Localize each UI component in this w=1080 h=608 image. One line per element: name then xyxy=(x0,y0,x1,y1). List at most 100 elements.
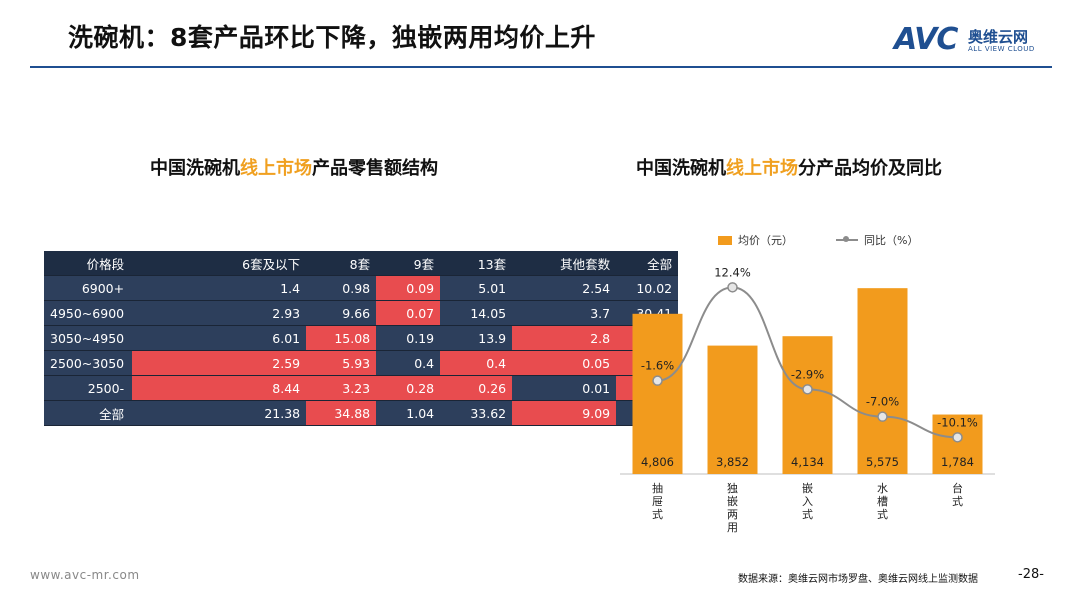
table-cell: 0.28 xyxy=(376,376,441,401)
table-cell: 0.4 xyxy=(376,351,441,376)
category-label-0: 屉 xyxy=(652,495,663,508)
table-cell: 0.07 xyxy=(376,301,441,326)
table-cell: 0.19 xyxy=(376,326,441,351)
header-cell: 8套 xyxy=(306,251,377,276)
line-point-0 xyxy=(652,375,663,386)
category-label-2: 式 xyxy=(802,508,813,521)
header-cell: 13套 xyxy=(440,251,513,276)
table-cell: 8.44 xyxy=(132,376,307,401)
category-label-3: 式 xyxy=(877,508,888,521)
category-label-1: 用 xyxy=(727,521,738,534)
table-cell: 0.05 xyxy=(512,351,617,376)
bar-label-4: 1,784 xyxy=(941,455,974,469)
table-cell: 34.88 xyxy=(306,401,377,426)
row-label: 3050~4950 xyxy=(44,326,133,351)
legend-bar-swatch xyxy=(718,235,732,245)
retail-structure-table: 价格段 6套及以下 8套 9套 13套 其他套数 全部 6900+ 1.4 0.98… xyxy=(44,251,679,426)
table-cell: 2.54 xyxy=(512,276,617,301)
page-title: 洗碗机：8套产品环比下降，独嵌两用均价上升 xyxy=(68,23,596,52)
table-cell: 5.01 xyxy=(440,276,513,301)
logo: AVC xyxy=(894,22,958,57)
table-cell: 9.66 xyxy=(306,301,377,326)
legend-line-swatch xyxy=(836,236,858,242)
category-label-3: 水 xyxy=(877,482,888,495)
table-cell: 14.05 xyxy=(440,301,513,326)
table-cell: 0.4 xyxy=(440,351,513,376)
header-cell: 价格段 xyxy=(44,251,133,276)
yoy-line xyxy=(657,286,958,439)
row-label: 4950~6900 xyxy=(44,301,133,326)
row-label: 全部 xyxy=(44,401,133,426)
category-label-1: 嵌 xyxy=(727,495,738,508)
price-chart: 4,806抽屉式3,852独嵌两用4,134嵌入式5,575水槽式1,784台式… xyxy=(620,265,995,534)
category-label-4: 台 xyxy=(952,481,963,495)
table-cell: 1.04 xyxy=(376,401,441,426)
table-cell: 2.93 xyxy=(132,301,307,326)
line-label-3: -7.0% xyxy=(866,395,899,409)
legend-line: 同比（%） xyxy=(836,232,918,248)
table-row: 6900+ 1.4 0.98 0.09 5.01 2.54 10.02 xyxy=(44,276,679,301)
table-cell: 2.59 xyxy=(132,351,307,376)
row-label: 6900+ xyxy=(44,276,133,301)
line-point-3 xyxy=(877,411,888,422)
category-label-1: 两 xyxy=(727,508,738,521)
row-label: 2500~3050 xyxy=(44,351,133,376)
table-cell: 2.8 xyxy=(512,326,617,351)
logo-en-text: ALL VIEW CLOUD xyxy=(968,45,1035,53)
header-cell: 6套及以下 xyxy=(132,251,307,276)
logo-cn-text: 奥维云网 xyxy=(968,28,1029,46)
bar-0 xyxy=(632,313,683,474)
bar-label-1: 3,852 xyxy=(716,455,749,469)
header-cell: 全部 xyxy=(616,251,679,276)
legend-bar: 均价（元） xyxy=(718,232,793,248)
header-cell: 其他套数 xyxy=(512,251,617,276)
table-cell: 9.09 xyxy=(512,401,617,426)
table-cell: 0.98 xyxy=(306,276,377,301)
line-label-2: -2.9% xyxy=(791,367,824,381)
table-body: 6900+ 1.4 0.98 0.09 5.01 2.54 10.02 4950~6900 2.… xyxy=(44,276,679,426)
table-cell: 0.01 xyxy=(512,376,617,401)
table-cell: 5.93 xyxy=(306,351,377,376)
page-number: -28- xyxy=(1018,567,1044,582)
table-cell: 1.4 xyxy=(132,276,307,301)
title-divider xyxy=(30,66,1052,68)
bar-1 xyxy=(707,345,758,474)
bar-2 xyxy=(782,336,833,474)
table-row: 2500-8.443.230.280.260.0112.22 xyxy=(44,376,679,401)
line-point-2 xyxy=(802,384,813,395)
table-cell: 0.26 xyxy=(440,376,513,401)
table-cell: 0.09 xyxy=(376,276,441,301)
category-label-0: 抽 xyxy=(652,481,663,495)
bar-3 xyxy=(857,288,908,474)
line-label-4: -10.1% xyxy=(937,415,978,429)
line-label-1: 12.4% xyxy=(714,265,751,279)
table-cell: 3.7 xyxy=(512,301,617,326)
table-title: 中国洗碗机线上市场产品零售额结构 xyxy=(150,158,438,179)
category-label-2: 嵌 xyxy=(802,482,813,495)
table-cell: 15.08 xyxy=(306,326,377,351)
website-url: www.avc-mr.com xyxy=(30,568,140,582)
category-label-4: 式 xyxy=(952,495,963,508)
data-source: 数据来源：奥维云网市场罗盘、奥维云网线上监测数据 xyxy=(738,574,978,585)
line-point-4 xyxy=(952,432,963,443)
bar-label-0: 4,806 xyxy=(641,455,674,469)
table-cell: 10.02 xyxy=(616,276,679,301)
table-header-row: 价格段 6套及以下 8套 9套 13套 其他套数 全部 xyxy=(44,251,679,276)
category-label-3: 槽 xyxy=(877,495,888,508)
table-cell: 13.9 xyxy=(440,326,513,351)
table-cell: 3.23 xyxy=(306,376,377,401)
legend-bar-label: 均价（元） xyxy=(738,234,793,247)
bar-label-3: 5,575 xyxy=(866,455,899,469)
bar-4 xyxy=(932,414,983,474)
chart-title: 中国洗碗机线上市场分产品均价及同比 xyxy=(636,158,942,179)
category-label-0: 式 xyxy=(652,508,663,521)
table-row: 4950~6900 2.93 9.66 0.07 14.05 3.7 30.41 xyxy=(44,301,679,326)
table-cell: 33.62 xyxy=(440,401,513,426)
row-label: 2500- xyxy=(44,376,133,401)
header-cell: 9套 xyxy=(376,251,441,276)
legend-line-label: 同比（%） xyxy=(864,234,919,247)
line-point-1 xyxy=(727,282,738,293)
